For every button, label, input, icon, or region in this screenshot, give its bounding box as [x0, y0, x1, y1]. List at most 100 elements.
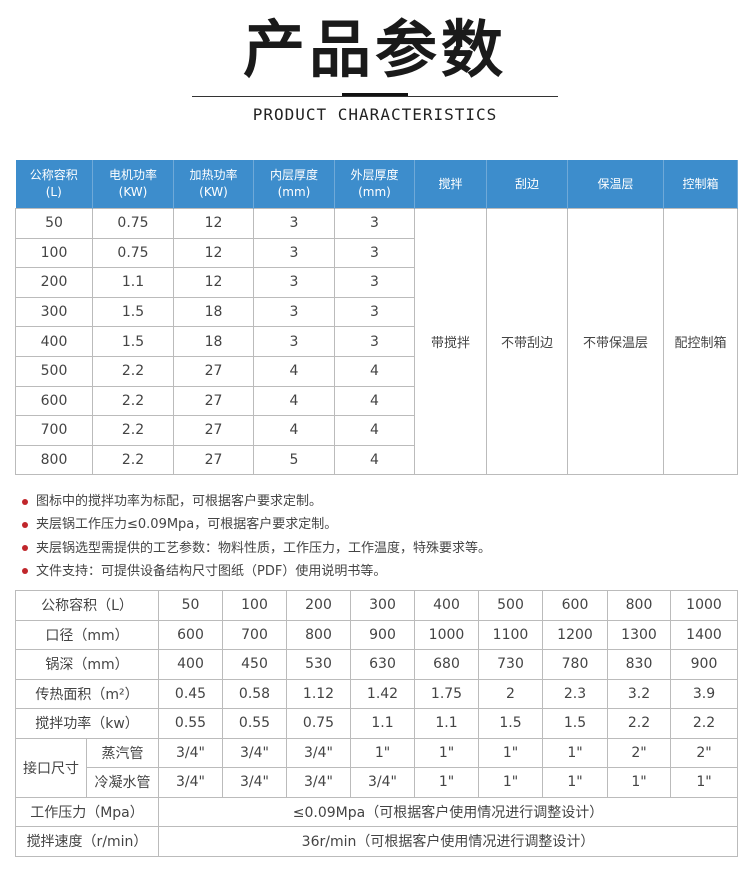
column-header-label: 公称容积	[29, 168, 78, 182]
table-cell: 400	[158, 649, 223, 680]
table-cell: 600	[542, 590, 608, 621]
column-header: 电机功率 (KW)	[92, 160, 174, 209]
table-cell: 1"	[670, 767, 738, 798]
table-cell: 18	[173, 326, 254, 357]
table-cell: 530	[286, 649, 351, 680]
table-cell: 800	[607, 590, 671, 621]
table-cell: 2.2	[92, 444, 174, 476]
table-cell: 3	[253, 296, 335, 328]
table-cell: 600	[15, 385, 93, 417]
row-label: 公称容积（L）	[15, 590, 159, 621]
table-cell: 3	[253, 208, 335, 239]
merged-cell: 不带刮边	[486, 207, 568, 476]
column-header-unit: (mm)	[277, 185, 311, 199]
column-header-label: 加热功率	[189, 168, 238, 182]
table-cell: 1.1	[350, 708, 415, 739]
table-row: 搅拌速度（r/min） 36r/min（可根据客户使用情况进行调整设计）	[15, 826, 738, 857]
notes-list: 图标中的搅拌功率为标配，可根据客户要求定制。夹层锅工作压力≤0.09Mpa，可根…	[22, 490, 491, 583]
table-cell: 1"	[350, 737, 415, 768]
table-cell: 300	[15, 296, 93, 328]
table-cell: 4	[334, 385, 415, 417]
column-header-unit: (KW)	[118, 185, 148, 199]
row-label: 口径（mm）	[15, 619, 159, 650]
column-header-unit: (KW)	[199, 185, 228, 199]
bullet-icon	[22, 545, 28, 552]
table-cell: 700	[222, 619, 287, 650]
table-cell: 300	[350, 590, 415, 621]
sub-row-label: 蒸汽管	[86, 737, 159, 768]
column-header: 搅拌	[414, 160, 487, 209]
table-cell: 4	[334, 444, 415, 476]
column-header: 加热功率 (KW)	[173, 160, 254, 209]
note-text: 文件支持：可提供设备结构尺寸图纸（PDF）使用说明书等。	[36, 563, 387, 579]
spanned-value: 36r/min（可根据客户使用情况进行调整设计）	[158, 826, 738, 857]
table-cell: 4	[334, 355, 415, 387]
table-cell: 780	[542, 649, 608, 680]
table-cell: 0.58	[222, 678, 287, 709]
note-text: 夹层锅选型需提供的工艺参数：物料性质，工作压力，工作温度，特殊要求等。	[36, 540, 492, 556]
table-cell: 3	[253, 326, 335, 357]
note-item: 图标中的搅拌功率为标配，可根据客户要求定制。	[22, 490, 491, 513]
table-cell: 2.2	[92, 385, 174, 417]
table-cell: 500	[478, 590, 543, 621]
bullet-icon	[22, 498, 28, 505]
table-cell: 2.2	[607, 708, 671, 739]
table-cell: 900	[350, 619, 415, 650]
row-label: 锅深（mm）	[15, 649, 159, 680]
table-cell: 3/4"	[222, 737, 287, 768]
column-header: 控制箱	[663, 160, 738, 209]
table-cell: 200	[15, 267, 93, 298]
table-cell: 0.75	[92, 208, 174, 239]
table-cell: 500	[15, 355, 93, 387]
table-cell: 27	[173, 385, 254, 417]
row-label: 接口尺寸	[15, 737, 87, 798]
table-cell: 3	[334, 296, 415, 328]
table-cell: 3/4"	[350, 767, 415, 798]
table-cell: 12	[173, 267, 254, 298]
column-header: 公称容积 (L)	[15, 160, 93, 209]
table-cell: 2	[478, 678, 543, 709]
table-cell: 1.5	[478, 708, 543, 739]
table-cell: 4	[253, 385, 335, 417]
table-cell: 1300	[607, 619, 671, 650]
table-cell: 27	[173, 355, 254, 387]
table-cell: 50	[158, 590, 223, 621]
table-cell: 27	[173, 444, 254, 476]
table-cell: 1"	[478, 737, 543, 768]
table-cell: 1100	[478, 619, 543, 650]
column-header-label: 刮边	[514, 176, 539, 191]
note-text: 夹层锅工作压力≤0.09Mpa，可根据客户要求定制。	[36, 517, 338, 533]
table-cell: 1200	[542, 619, 608, 650]
column-header-unit: (L)	[45, 185, 62, 199]
spanned-value: ≤0.09Mpa（可根据客户使用情况进行调整设计）	[158, 796, 738, 827]
table-cell: 50	[15, 208, 93, 239]
table-cell: 3.9	[670, 678, 738, 709]
note-item: 文件支持：可提供设备结构尺寸图纸（PDF）使用说明书等。	[22, 560, 491, 583]
table-cell: 2.2	[92, 415, 174, 446]
table-row: 公称容积（L） 50 100 200 300 400 500 600 800 1000	[15, 590, 738, 621]
table-row: 搅拌功率（kw） 0.55 0.55 0.75 1.1 1.1 1.5 1.5 2.2 2.2	[15, 708, 738, 739]
row-label: 搅拌速度（r/min）	[15, 826, 159, 857]
column-header: 外层厚度 (mm)	[334, 160, 415, 209]
table-cell: 800	[286, 619, 351, 650]
column-header-label: 电机功率	[108, 168, 157, 182]
bullet-icon	[22, 521, 28, 528]
table-cell: 1.42	[350, 678, 415, 709]
table-cell: 1000	[670, 590, 738, 621]
table-cell: 0.75	[286, 708, 351, 739]
table-cell: 3/4"	[158, 767, 223, 798]
table-row: 接口尺寸 蒸汽管 3/4" 3/4" 3/4" 1" 1" 1" 1" 2" 2"	[15, 737, 738, 798]
table-cell: 4	[253, 415, 335, 446]
table-cell: 730	[478, 649, 543, 680]
table-row: 50 0.75 12 3 3 带搅拌 不带刮边 不带保温层 配控制箱	[15, 207, 738, 476]
merged-cell: 配控制箱	[663, 207, 738, 476]
table-cell: 3.2	[607, 678, 671, 709]
title-divider-accent	[342, 93, 408, 96]
table-cell: 1"	[607, 767, 671, 798]
table-cell: 3/4"	[286, 737, 351, 768]
bullet-icon	[22, 568, 28, 575]
table-cell: 0.45	[158, 678, 223, 709]
table-cell: 1.1	[92, 267, 174, 298]
table-cell: 2"	[607, 737, 671, 768]
table-cell: 1"	[478, 767, 543, 798]
